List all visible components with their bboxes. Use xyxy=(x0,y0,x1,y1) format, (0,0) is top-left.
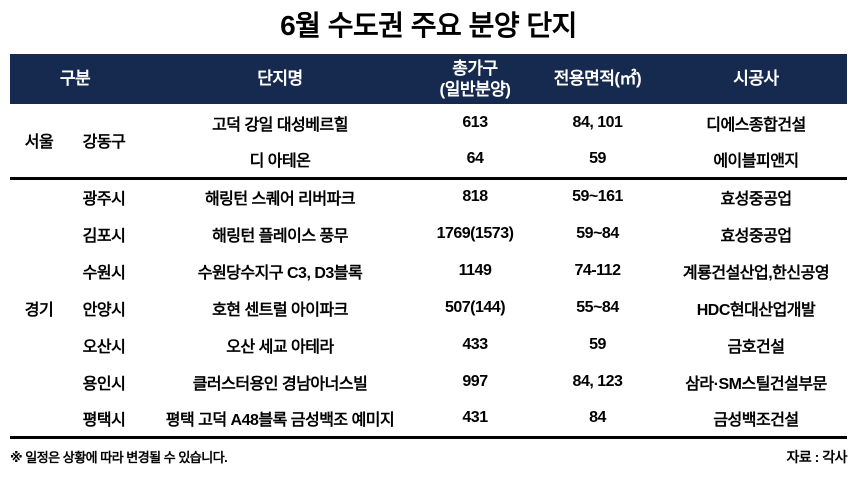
households-cell: 433 xyxy=(462,335,488,353)
households-cell: 1149 xyxy=(458,261,492,279)
table-row-gyeonggi-2: 김포시 해링턴 플레이스 풍무 1769(1573) 59~84 효성중공업 xyxy=(10,215,847,252)
households-cell: 1769(1573) xyxy=(436,224,514,242)
households-cell: 431 xyxy=(462,408,488,426)
households-cell: 997 xyxy=(462,372,488,390)
complex-name-cell: 호현 센트럴 아이파크 xyxy=(212,301,348,319)
table-row-gyeonggi-5: 오산시 오산 세교 아테라 433 59 금호건설 xyxy=(10,326,847,363)
area-cell: 59~84 xyxy=(576,224,619,242)
builder-cell: 삼라·SM스틸건설부문 xyxy=(685,375,827,393)
table-row-seoul-2: 디 아테온 64 59 에이블피앤지 xyxy=(10,141,847,178)
table-row-gyeonggi-1: 경기 광주시 해링턴 스퀘어 리버파크 818 59~161 효성중공업 xyxy=(10,176,847,437)
area-cell: 59 xyxy=(589,335,606,353)
city-cell-yongin: 용인시 xyxy=(82,375,126,393)
col-header-group: 구분 xyxy=(10,54,140,104)
province-cell-gyeonggi: 경기 xyxy=(10,176,68,437)
builder-cell: 금성백조건설 xyxy=(713,411,799,429)
builder-cell: 금호건설 xyxy=(727,338,785,356)
province-cell-seoul: 서울 xyxy=(24,134,54,152)
complex-name-cell: 고덕 강일 대성베르힐 xyxy=(212,116,348,134)
complex-name-cell: 수원당수지구 C3, D3블록 xyxy=(197,264,363,282)
city-cell-suwon: 수원시 xyxy=(82,264,126,282)
complex-name-cell: 해링턴 스퀘어 리버파크 xyxy=(140,176,420,215)
col-header-households-line1: 총가구 xyxy=(452,58,498,78)
footer: ※ 일정은 상황에 따라 변경될 수 있습니다. 자료 : 각사 xyxy=(10,447,848,467)
builder-cell: 효성중공업 xyxy=(720,227,792,245)
table-row-seoul-1: 서울 강동구 고덕 강일 대성베르힐 613 84, 101 디에스종합건설 xyxy=(10,104,847,152)
households-cell: 64 xyxy=(466,149,484,167)
table-row-gyeonggi-7: 평택시 평택 고덕 A48블록 금성백조 예미지 431 84 금성백조건설 xyxy=(10,400,847,437)
complex-name-cell: 해링턴 플레이스 풍무 xyxy=(212,227,348,245)
city-cell-gwangju: 광주시 xyxy=(68,176,140,215)
builder-cell: HDC현대산업개발 xyxy=(696,301,816,319)
households-cell: 818 xyxy=(420,176,530,215)
table-header-row: 구분 단지명 총가구 (일반분양) 전용면적(㎡) 시공사 xyxy=(10,54,847,104)
col-header-complex-name: 단지명 xyxy=(140,54,420,104)
col-header-builder: 시공사 xyxy=(665,54,847,104)
area-cell: 59~161 xyxy=(530,176,665,215)
complex-name-cell: 오산 세교 아테라 xyxy=(226,338,334,356)
area-cell: 84 xyxy=(589,408,606,426)
area-cell: 59 xyxy=(589,149,606,167)
col-header-area: 전용면적(㎡) xyxy=(530,54,665,104)
builder-cell: 디에스종합건설 xyxy=(706,116,806,134)
city-cell-osan: 오산시 xyxy=(82,338,126,356)
col-header-households: 총가구 (일반분양) xyxy=(420,54,530,104)
apartment-sales-table: 구분 단지명 총가구 (일반분양) 전용면적(㎡) 시공사 서울 강동구 고덕 강… xyxy=(10,54,847,439)
complex-name-cell: 평택 고덕 A48블록 금성백조 예미지 xyxy=(165,411,395,429)
table-row-gyeonggi-4: 안양시 호현 센트럴 아이파크 507(144) 55~84 HDC현대산업개발 xyxy=(10,289,847,326)
complex-name-cell: 클러스터용인 경남아너스빌 xyxy=(192,375,368,393)
builder-cell: 에이블피앤지 xyxy=(713,152,799,170)
area-cell: 55~84 xyxy=(576,298,619,316)
city-cell-pyeongtaek: 평택시 xyxy=(82,411,126,429)
source-credit: 자료 : 각사 xyxy=(786,448,848,465)
city-cell-gangdong: 강동구 xyxy=(82,134,126,152)
table-row-gyeonggi-3: 수원시 수원당수지구 C3, D3블록 1149 74-112 계룡건설산업,한… xyxy=(10,252,847,289)
households-cell: 613 xyxy=(462,113,488,131)
builder-cell: 효성중공업 xyxy=(665,176,847,215)
area-cell: 74-112 xyxy=(574,261,621,279)
page-title: 6월 수도권 주요 분양 단지 xyxy=(280,10,577,41)
complex-name-cell: 디 아테온 xyxy=(249,152,311,170)
households-cell: 507(144) xyxy=(444,298,506,316)
city-cell-anyang: 안양시 xyxy=(82,301,126,319)
schedule-note: ※ 일정은 상황에 따라 변경될 수 있습니다. xyxy=(10,450,228,465)
area-cell: 84, 101 xyxy=(572,113,623,131)
table-row-gyeonggi-6: 용인시 클러스터용인 경남아너스빌 997 84, 123 삼라·SM스틸건설부… xyxy=(10,363,847,400)
builder-cell: 계룡건설산업,한신공영 xyxy=(682,264,830,282)
col-header-households-line2: (일반분양) xyxy=(439,80,511,99)
city-cell-gimpo: 김포시 xyxy=(82,227,126,245)
area-cell: 84, 123 xyxy=(572,372,623,390)
